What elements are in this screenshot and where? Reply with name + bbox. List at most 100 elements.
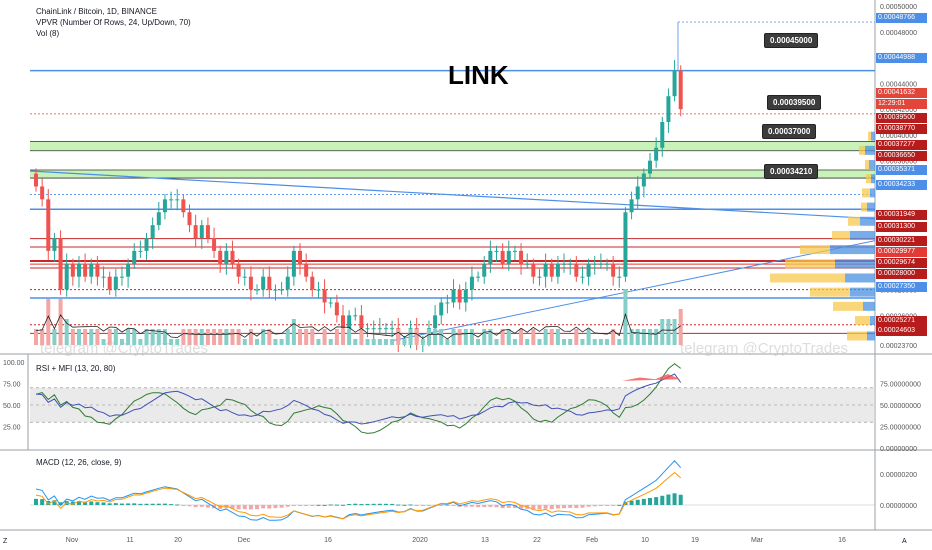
price-label[interactable]: 0.00025271	[876, 316, 927, 326]
candle-body[interactable]	[371, 328, 376, 330]
candle-body[interactable]	[457, 289, 462, 303]
candle-body[interactable]	[298, 250, 303, 264]
candle-body[interactable]	[34, 173, 38, 187]
price-label[interactable]: 0.00041632	[876, 88, 927, 98]
candle-body[interactable]	[64, 263, 69, 290]
price-label[interactable]: 0.00038770	[876, 124, 927, 134]
candle-body[interactable]	[107, 276, 112, 290]
price-label[interactable]: 0.00039500	[876, 113, 927, 123]
candle-body[interactable]	[390, 328, 395, 330]
candle-body[interactable]	[218, 250, 223, 264]
annotation-callout[interactable]: 0.00034210	[764, 164, 819, 179]
candle-body[interactable]	[83, 263, 88, 277]
candle-body[interactable]	[285, 276, 290, 290]
candle-body[interactable]	[353, 315, 358, 317]
zoom-corner[interactable]: Z	[3, 538, 8, 545]
candle-body[interactable]	[322, 289, 327, 303]
candle-body[interactable]	[236, 263, 241, 277]
candle-body[interactable]	[654, 147, 659, 161]
candle-body[interactable]	[347, 315, 352, 329]
candle-body[interactable]	[635, 186, 640, 200]
candle-body[interactable]	[433, 315, 438, 329]
candle-body[interactable]	[132, 250, 137, 264]
candle-body[interactable]	[89, 263, 94, 277]
trendline[interactable]	[29, 170, 876, 220]
candle-body[interactable]	[328, 302, 333, 304]
price-label[interactable]: 0.00028000	[876, 269, 927, 279]
candle-body[interactable]	[377, 328, 382, 330]
price-label[interactable]: 0.00034233	[876, 180, 927, 190]
candle-body[interactable]	[199, 225, 204, 239]
candle-body[interactable]	[46, 199, 51, 251]
candle-body[interactable]	[555, 263, 560, 277]
candle-body[interactable]	[439, 302, 444, 316]
candle-body[interactable]	[383, 328, 388, 330]
candle-body[interactable]	[494, 250, 499, 252]
candle-body[interactable]	[224, 250, 229, 264]
price-label[interactable]: 0.00044988	[876, 53, 927, 63]
candle-body[interactable]	[488, 250, 493, 264]
candle-body[interactable]	[445, 302, 450, 304]
candle-body[interactable]	[113, 276, 118, 290]
price-label[interactable]: 0.00029977	[876, 247, 927, 257]
candle-body[interactable]	[230, 250, 235, 264]
candle-body[interactable]	[175, 199, 180, 201]
candle-body[interactable]	[76, 263, 81, 277]
candle-body[interactable]	[666, 96, 671, 123]
candle-body[interactable]	[144, 238, 149, 251]
candle-body[interactable]	[506, 250, 511, 264]
candle-body[interactable]	[451, 289, 456, 303]
candle-body[interactable]	[611, 263, 616, 277]
candle-body[interactable]	[568, 263, 573, 265]
candle-body[interactable]	[58, 238, 63, 290]
candle-body[interactable]	[70, 263, 75, 277]
candle-body[interactable]	[248, 276, 253, 290]
candle-body[interactable]	[629, 199, 634, 213]
annotation-callout[interactable]: 0.00037000	[762, 124, 817, 139]
candle-body[interactable]	[304, 263, 309, 277]
candle-body[interactable]	[95, 263, 100, 277]
candle-body[interactable]	[641, 173, 646, 187]
price-label[interactable]: 0.00031949	[876, 210, 927, 220]
candle-body[interactable]	[316, 289, 321, 291]
candle-body[interactable]	[678, 70, 683, 110]
candle-body[interactable]	[623, 212, 628, 277]
candle-body[interactable]	[605, 263, 610, 265]
candle-body[interactable]	[574, 263, 579, 277]
candle-body[interactable]	[519, 250, 524, 264]
price-label[interactable]: 0.00037277	[876, 140, 927, 150]
trendline[interactable]	[389, 240, 876, 342]
rsi-label[interactable]: RSI + MFI (13, 20, 80)	[36, 364, 116, 373]
legend-vpvr[interactable]: VPVR (Number Of Rows, 24, Up/Down, 70)	[36, 18, 191, 27]
candle-body[interactable]	[119, 276, 124, 278]
candle-body[interactable]	[138, 250, 143, 252]
candle-body[interactable]	[359, 315, 364, 329]
candle-body[interactable]	[334, 302, 339, 316]
candle-body[interactable]	[310, 276, 315, 290]
candle-body[interactable]	[549, 263, 554, 277]
candle-body[interactable]	[469, 276, 474, 290]
candle-body[interactable]	[648, 160, 652, 174]
price-label[interactable]: 0.00036650	[876, 151, 927, 161]
candle-body[interactable]	[205, 225, 210, 239]
candle-body[interactable]	[273, 289, 278, 291]
candle-body[interactable]	[291, 250, 296, 277]
candle-body[interactable]	[617, 276, 622, 278]
candle-body[interactable]	[169, 199, 174, 201]
macd-label[interactable]: MACD (12, 26, close, 9)	[36, 458, 122, 467]
candle-body[interactable]	[267, 276, 272, 290]
candle-body[interactable]	[537, 276, 542, 278]
auto-scale-corner[interactable]: A	[902, 538, 907, 545]
candle-body[interactable]	[341, 315, 345, 329]
price-label[interactable]: 12:29:01	[876, 99, 927, 109]
annotation-callout[interactable]: 0.00039500	[767, 95, 822, 110]
candle-body[interactable]	[672, 70, 677, 97]
candle-body[interactable]	[660, 122, 665, 148]
candle-body[interactable]	[255, 289, 260, 291]
candle-body[interactable]	[482, 263, 487, 277]
candle-body[interactable]	[512, 250, 517, 252]
price-label[interactable]: 0.00029674	[876, 258, 927, 268]
candle-body[interactable]	[525, 263, 530, 265]
candle-body[interactable]	[156, 212, 161, 226]
